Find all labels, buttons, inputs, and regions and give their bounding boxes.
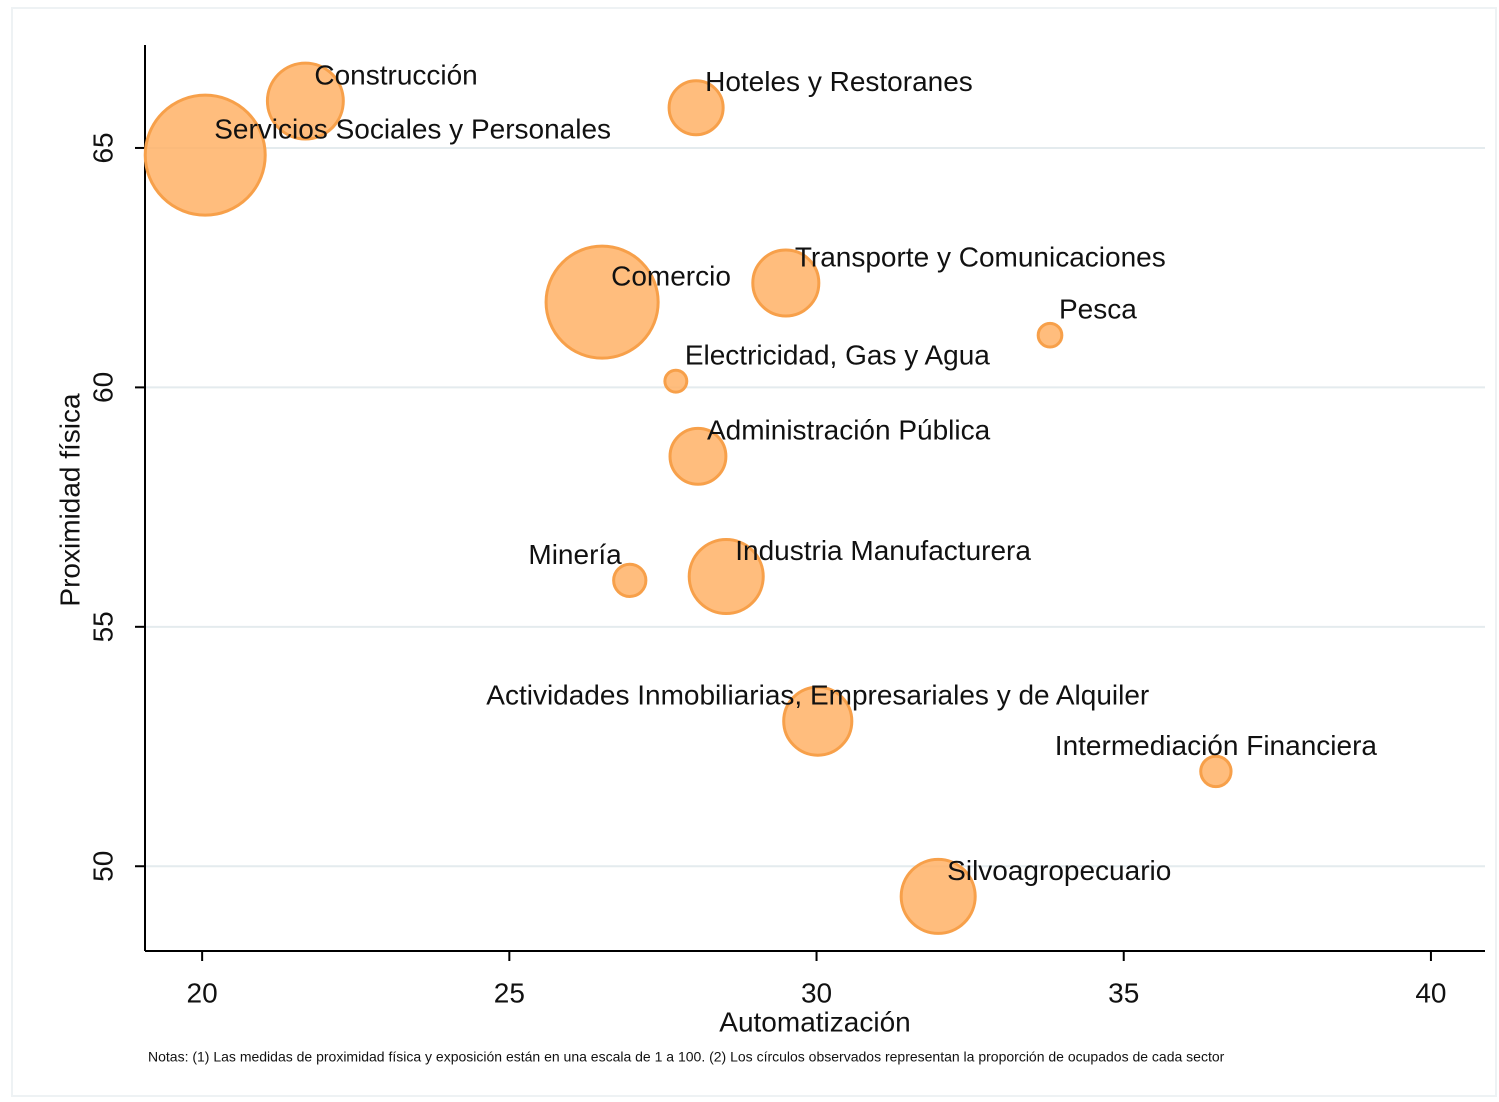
graph-border (11, 7, 1497, 1097)
bubble (751, 248, 821, 318)
bubble (668, 426, 728, 486)
bubble (612, 562, 648, 598)
bubble (663, 368, 689, 394)
bubble (899, 857, 977, 935)
bubble (667, 79, 725, 137)
x-tick-label: 20 (187, 977, 218, 1008)
bubble (1036, 321, 1064, 349)
x-tick-label: 30 (801, 977, 832, 1008)
x-tick-label: 25 (494, 977, 525, 1008)
point-label: Pesca (1059, 294, 1137, 325)
point-label: Silvoagropecuario (947, 855, 1171, 886)
point-label: Transporte y Comunicaciones (795, 241, 1166, 272)
y-axis-title: Proximidad física (54, 393, 85, 607)
point-label: Minería (528, 539, 622, 570)
point-label: Hoteles y Restoranes (705, 66, 973, 97)
point-label: Electricidad, Gas y Agua (685, 340, 990, 371)
bubble (544, 244, 660, 360)
x-axis-title: Automatización (719, 1006, 910, 1037)
point-label: Actividades Inmobiliarias, Empresariales… (486, 680, 1149, 711)
point-label: Administración Pública (707, 415, 991, 446)
point-label: Servicios Sociales y Personales (214, 114, 611, 145)
y-tick-label: 60 (87, 372, 118, 403)
bubble (1199, 754, 1233, 789)
bubble (265, 61, 345, 141)
x-tick-label: 40 (1415, 977, 1446, 1008)
y-tick-label: 65 (87, 132, 118, 163)
point-label: Intermediación Financiera (1055, 730, 1378, 761)
x-tick-label: 35 (1108, 977, 1139, 1008)
bubble (782, 685, 854, 757)
bubble (143, 93, 267, 217)
y-tick-label: 55 (87, 611, 118, 642)
y-tick-label: 50 (87, 851, 118, 882)
point-label: Construcción (314, 59, 477, 90)
bubble (687, 538, 765, 616)
point-label: Industria Manufacturera (735, 535, 1031, 566)
point-label: Comercio (611, 261, 731, 292)
note: Notas: (1) Las medidas de proximidad fís… (148, 1049, 1225, 1065)
